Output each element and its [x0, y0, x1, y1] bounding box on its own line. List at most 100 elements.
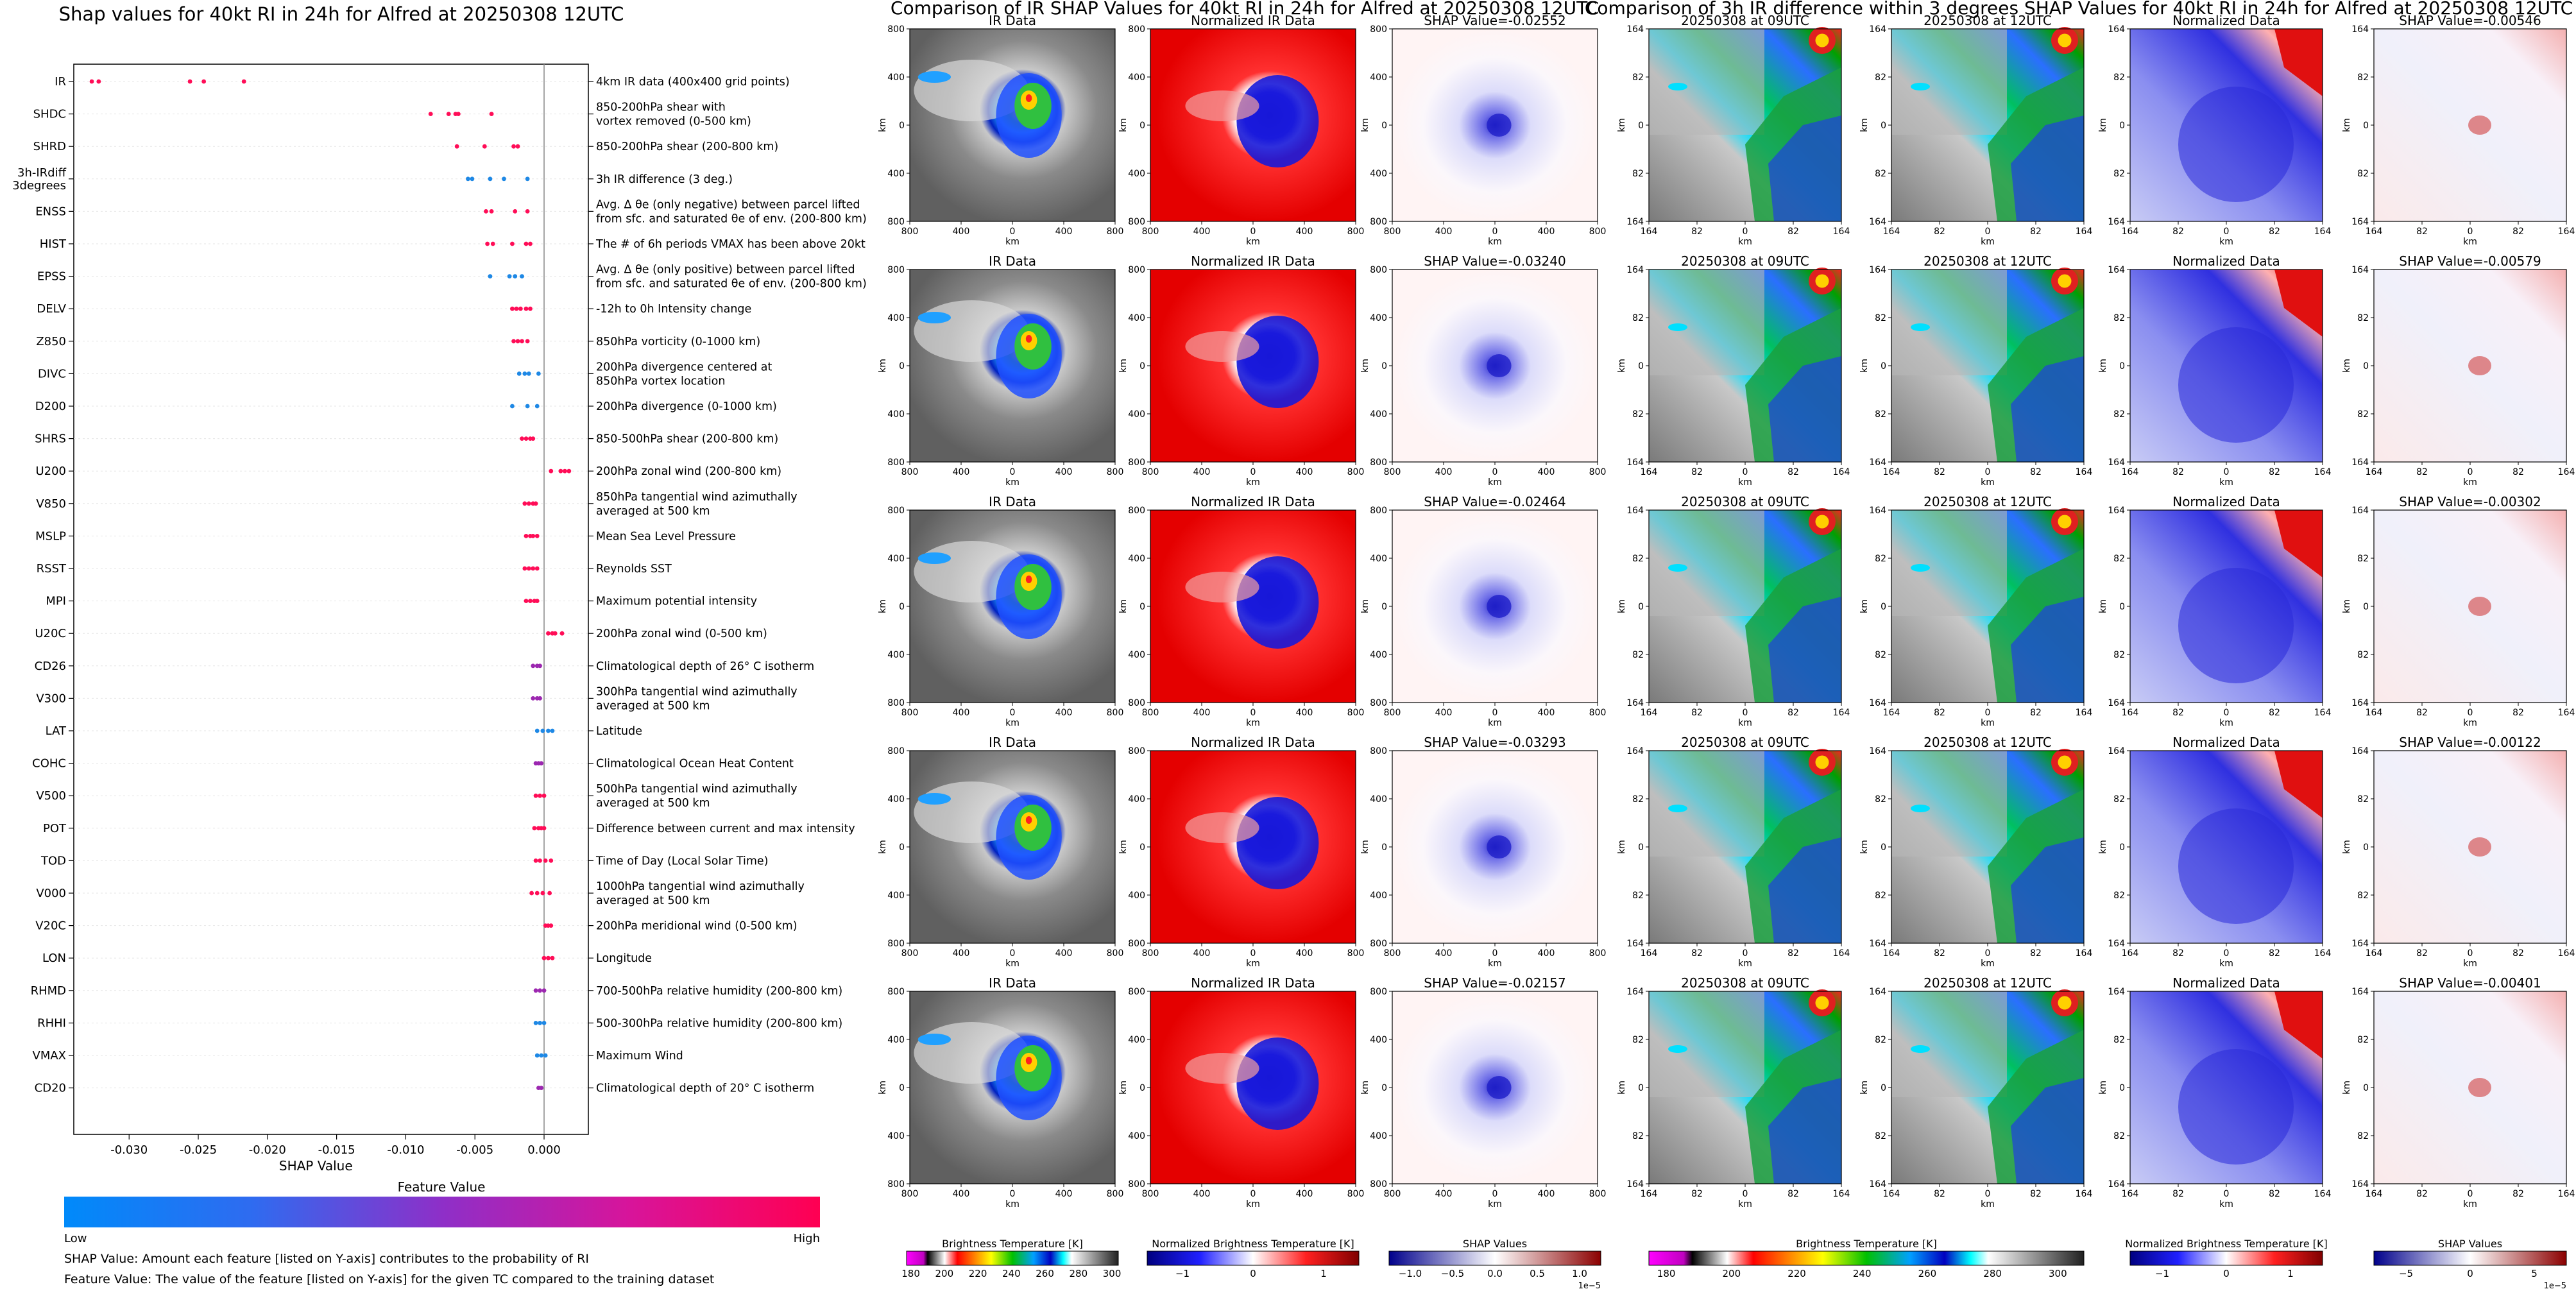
- y-axis-label: km: [1617, 599, 1627, 613]
- shap-point: [510, 306, 515, 311]
- x-tick-label: 0: [1010, 1189, 1016, 1199]
- panel-title: 20250308 at 12UTC: [1923, 13, 2052, 28]
- x-axis-label: km: [1981, 1199, 1995, 1209]
- panel-title: SHAP Value=-0.03293: [1424, 735, 1565, 750]
- y-axis-label: km: [878, 599, 888, 613]
- y-tick-label: 0: [899, 121, 905, 131]
- y-tick-label: 82: [1632, 891, 1644, 901]
- x-tick-label: 800: [901, 1189, 919, 1199]
- y-tick-label: 400: [1128, 73, 1145, 83]
- y-axis-label: km: [2098, 118, 2108, 132]
- y-axis-label: km: [1360, 599, 1370, 613]
- y-tick-label: 82: [2113, 73, 2125, 83]
- y-tick-label: 800: [887, 506, 905, 516]
- y-tick-label: 164: [1869, 457, 1886, 468]
- shap-point: [526, 566, 531, 571]
- y-tick-label: 82: [1632, 554, 1644, 564]
- x-axis-label: km: [1738, 477, 1752, 488]
- colorbar-tick-label: 1: [2287, 1268, 2294, 1279]
- panel-title: SHAP Value=-0.02157: [1424, 975, 1565, 991]
- panel-title: Normalized Data: [2172, 735, 2280, 750]
- shap-point: [528, 599, 533, 603]
- hot-spot-center: [1815, 515, 1829, 529]
- colorbar-tick-label: 0: [2223, 1268, 2230, 1279]
- y-axis-label: km: [1617, 1080, 1627, 1095]
- shap-core: [1487, 114, 1512, 137]
- shap-point: [542, 988, 547, 993]
- y-tick-label: 164: [1626, 987, 1644, 997]
- feature-description: The # of 6h periods VMAX has been above …: [595, 238, 866, 251]
- y-tick-label: 400: [1128, 1131, 1145, 1141]
- x-tick-label: 0: [1492, 467, 1498, 477]
- shap-point: [525, 404, 530, 409]
- y-tick-label: 82: [2113, 1131, 2125, 1141]
- shap-point: [525, 176, 530, 182]
- hot-spot-center: [2058, 755, 2072, 769]
- y-tick-label: 82: [2357, 794, 2369, 805]
- y-tick-label: 0: [1881, 842, 1886, 853]
- x-tick-label: 800: [1107, 467, 1124, 477]
- y-tick-label: 400: [1370, 1131, 1387, 1141]
- x-axis-label: km: [1981, 237, 1995, 247]
- y-tick-label: 164: [2108, 939, 2125, 949]
- x-tick-label: 82: [2172, 226, 2184, 237]
- x-axis-label: km: [1005, 1199, 1019, 1209]
- feature-label: LAT: [46, 724, 67, 738]
- y-tick-label: 400: [1370, 1035, 1387, 1045]
- colorbar: [2373, 1251, 2567, 1266]
- y-tick-label: 164: [2351, 457, 2369, 468]
- panel-title: Normalized IR Data: [1191, 735, 1315, 750]
- shap-point: [550, 728, 555, 733]
- y-tick-label: 164: [1626, 24, 1644, 35]
- shap-point: [549, 923, 554, 928]
- ir-diff-shap-grid: 20250308 at 09UTC 164 164 82 82 0 0 82 82 164 164 k…: [1617, 13, 2575, 1289]
- image-panel: Normalized IR Data8008004004000040040080…: [1118, 253, 1364, 488]
- shap-point: [567, 468, 572, 474]
- cyan-patch: [1668, 805, 1687, 812]
- x-tick-label: 800: [1107, 226, 1124, 237]
- shap-point: [546, 955, 550, 960]
- hot-spot-center: [2058, 33, 2072, 47]
- cold-anomaly: [2178, 808, 2294, 924]
- x-tick-label: 164: [2366, 226, 2383, 237]
- image-panel: 20250308 at 12UTC1641648282008282164164k…: [1859, 975, 2092, 1209]
- x-axis-label: km: [2219, 1199, 2233, 1209]
- x-axis-label: km: [1738, 959, 1752, 969]
- feature-label: RSST: [37, 562, 67, 576]
- cloud-area: [1891, 269, 2007, 375]
- normalized-cloud-shape: [1185, 1053, 1259, 1084]
- colorbar-label: Brightness Temperature [K]: [1796, 1238, 1937, 1250]
- y-axis-label: km: [878, 118, 888, 132]
- shap-point: [539, 761, 544, 765]
- y-tick-label: 400: [1370, 313, 1387, 323]
- colorbar: [1648, 1251, 2085, 1266]
- y-tick-label: 400: [887, 554, 905, 564]
- x-axis-label: km: [2463, 477, 2477, 488]
- normalized-cloud-shape: [1185, 572, 1259, 602]
- x-tick-label: 800: [1142, 467, 1159, 477]
- shap-point: [490, 241, 495, 246]
- cloud-cluster: [917, 1034, 951, 1045]
- image-panel: SHAP Value=-0.00546164164828200828216416…: [2342, 13, 2575, 247]
- y-tick-label: 164: [1869, 265, 1886, 275]
- x-tick-label: 0: [2468, 1189, 2473, 1199]
- colorbar-tick-label: 0: [2467, 1268, 2473, 1279]
- shap-point: [539, 1086, 544, 1090]
- shap-point: [524, 306, 529, 311]
- image-panel: SHAP Value=-0.02464800800400400004004008…: [1360, 494, 1606, 728]
- x-tick-label: 82: [2512, 226, 2524, 237]
- y-tick-label: 0: [1881, 602, 1886, 612]
- y-tick-label: 164: [2108, 217, 2125, 227]
- y-tick-label: 164: [2108, 1179, 2125, 1190]
- panel-title: 20250308 at 09UTC: [1681, 253, 1809, 269]
- y-tick-label: 800: [1128, 457, 1145, 468]
- colorbar-tick-label: 300: [1103, 1268, 1122, 1279]
- panel-title: IR Data: [989, 735, 1036, 750]
- y-tick-label: 400: [1128, 891, 1145, 901]
- x-tick-label: 800: [1589, 226, 1607, 237]
- x-tick-label: 82: [2030, 1189, 2042, 1199]
- y-tick-label: 82: [1875, 554, 1886, 564]
- image-panel: 20250308 at 12UTC1641648282008282164164k…: [1859, 494, 2092, 728]
- y-axis-label: km: [878, 840, 888, 854]
- y-tick-label: 0: [1139, 602, 1145, 612]
